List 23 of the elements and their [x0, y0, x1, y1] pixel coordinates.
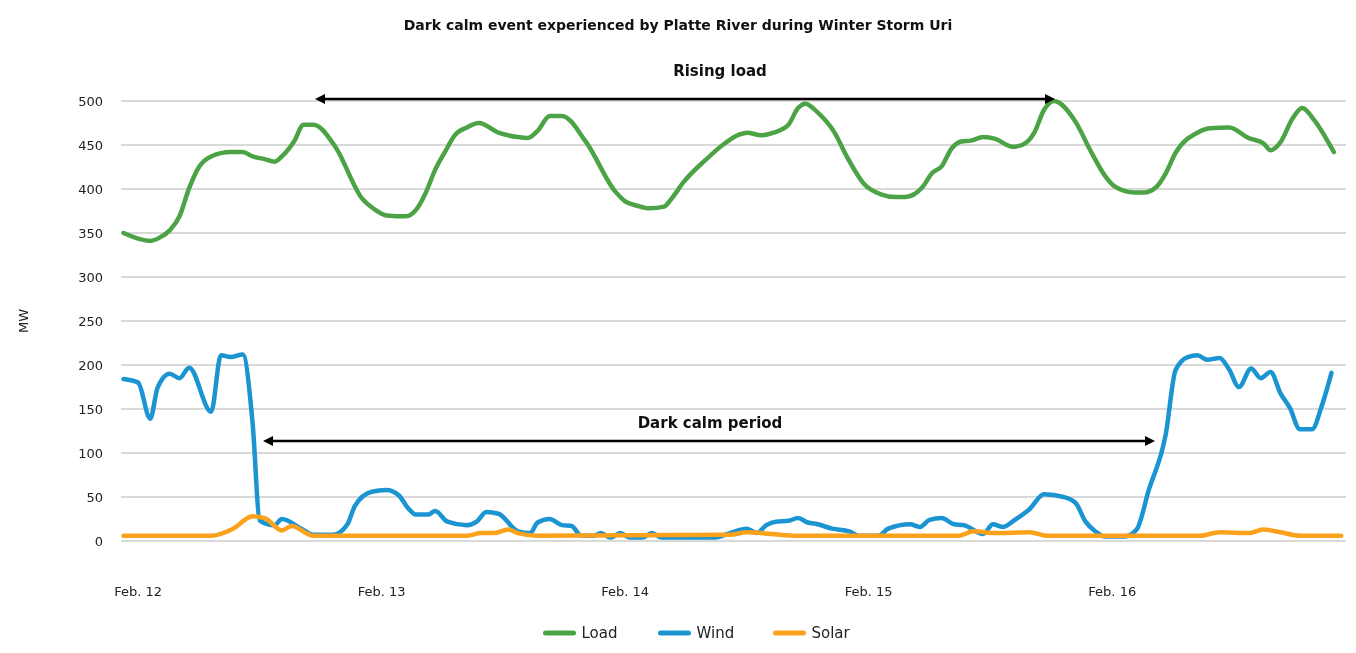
y-tick-label: 100 — [78, 445, 103, 461]
y-tick-label: 50 — [86, 489, 103, 505]
legend-label: Wind — [696, 624, 735, 642]
y-tick-label: 450 — [78, 137, 103, 153]
annotation: Dark calm period — [637, 414, 783, 432]
y-tick-label: 400 — [78, 181, 103, 197]
x-tick-label: Feb. 14 — [601, 584, 650, 599]
y-axis-title: MW — [16, 308, 31, 334]
x-tick-label: Feb. 16 — [1088, 584, 1137, 599]
y-tick-label: 150 — [78, 401, 103, 417]
x-tick-label: Feb. 15 — [844, 584, 893, 599]
text: Rising load — [673, 62, 767, 80]
legend-label: Load — [581, 624, 618, 642]
y-tick-label: 250 — [78, 313, 103, 329]
chart-title: Dark calm event experienced by Platte River during Winter Storm Uri — [403, 17, 953, 33]
legend-label: Solar — [811, 624, 851, 642]
y-tick-label: 300 — [78, 269, 103, 285]
y-tick-label: 350 — [78, 225, 103, 241]
y-tick-label: 200 — [78, 357, 103, 373]
y-tick-label: 500 — [78, 93, 103, 109]
x-tick-label: Feb. 13 — [357, 584, 406, 599]
x-tick-label: Feb. 12 — [114, 584, 162, 599]
y-tick-label: 0 — [94, 533, 103, 549]
